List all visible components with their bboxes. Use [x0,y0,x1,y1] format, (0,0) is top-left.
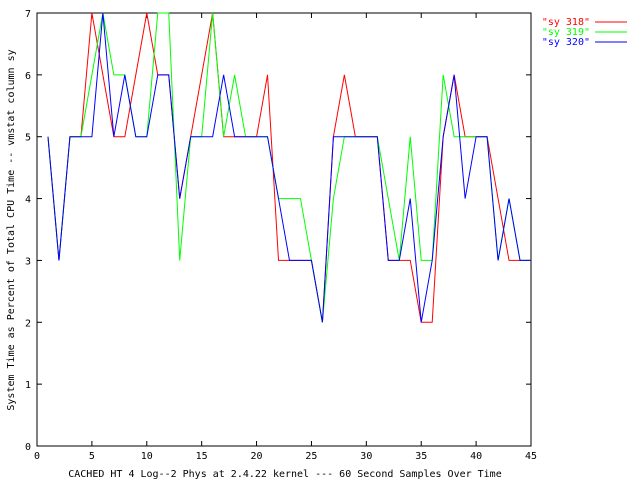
x-tick-label: 15 [196,451,208,462]
series-line-3 [47,12,531,323]
x-tick-label: 35 [415,451,427,462]
y-tick-label: 0 [25,442,31,453]
x-tick-label: 5 [89,451,95,462]
x-axis-label: CACHED HT 4 Log--2 Phys at 2.4.22 kernel… [68,469,501,480]
series-line-2 [47,12,531,323]
y-tick-label: 6 [25,71,31,82]
y-tick-label: 5 [25,133,31,144]
x-tick-label: 45 [525,451,537,462]
y-tick-label: 3 [25,256,31,267]
x-tick-label: 10 [141,451,153,462]
y-tick-label: 1 [25,380,31,391]
legend-label-3: "sy 320" [542,37,590,48]
legend-label-1: "sy 318" [542,17,590,28]
series-line-1 [47,12,531,323]
y-axis-label: System Time as Percent of Total CPU Time… [6,49,17,410]
plot-frame [36,12,532,447]
y-tick-label: 7 [25,9,31,20]
x-tick-label: 25 [305,451,317,462]
x-tick-label: 0 [34,451,40,462]
y-tick-label: 2 [25,318,31,329]
x-tick-label: 40 [470,451,482,462]
x-tick-label: 30 [360,451,372,462]
y-tick-label: 4 [25,195,31,206]
x-tick-label: 20 [251,451,263,462]
legend-label-2: "sy 319" [542,27,590,38]
